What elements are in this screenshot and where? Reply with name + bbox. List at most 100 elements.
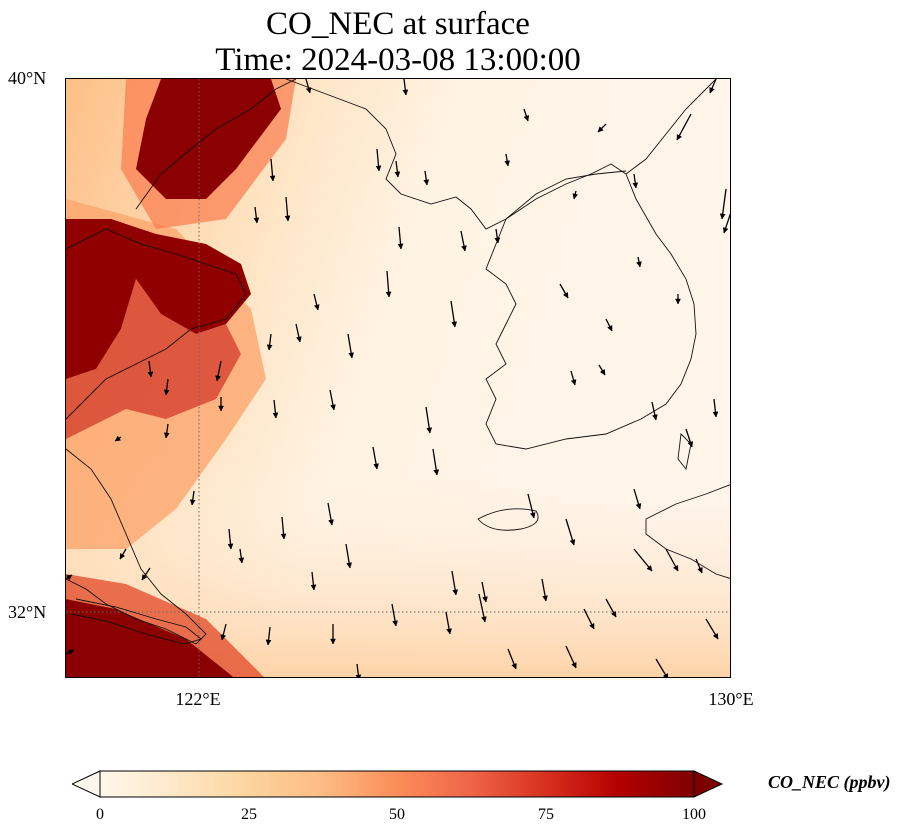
wind-arrow-head (284, 215, 291, 222)
gridlines (66, 79, 730, 677)
wind-arrow-head (511, 663, 517, 670)
wind-arrow-head (373, 463, 379, 470)
wind-arrow-head (461, 245, 467, 252)
wind-arrow-head (452, 589, 459, 596)
coastline-korea-west (485, 173, 697, 450)
lon-label-122: 122°E (175, 689, 221, 709)
border-north-korea (505, 170, 627, 220)
wind-arrow-head (348, 352, 355, 359)
wind-arrow-head (571, 662, 577, 669)
wind-arrow-head (385, 291, 392, 298)
wind-arrow-head (119, 553, 126, 560)
colorbar-gradient (99, 770, 695, 798)
wind-arrow (356, 663, 360, 677)
map-title: CO_NEC at surface (266, 6, 530, 42)
wind-arrow-head (375, 165, 382, 172)
colorbar-tick-25: 25 (241, 806, 257, 823)
wind-arrow-head (589, 623, 595, 630)
wind-arrow-head (607, 325, 613, 332)
wind-arrow-head (218, 405, 224, 412)
coastline-korea-east (625, 79, 717, 175)
wind-arrow-head (712, 411, 719, 418)
wind-arrow-head (269, 175, 276, 182)
coastline-kyushu (645, 484, 730, 579)
wind-arrow-head (402, 89, 409, 96)
wind-arrow-head (542, 595, 548, 602)
wind-arrow-head (569, 539, 576, 546)
wind-arrow-head (313, 304, 320, 311)
wind-arrow-head (346, 562, 353, 569)
wind-arrow-head (504, 160, 511, 167)
wind-arrow-head (570, 379, 577, 386)
coastline-korea-north (285, 79, 627, 230)
coastline-yangtze-estuary (70, 598, 202, 645)
wind-arrow-head (599, 369, 606, 376)
wind-arrow-head (719, 213, 726, 220)
coastline-tsushima (677, 433, 692, 471)
wind-arrow-head (562, 292, 569, 299)
lon-label-130: 130°E (708, 689, 754, 709)
wind-arrow-head (296, 336, 302, 343)
plume-halo-bohai (66, 279, 241, 439)
wind-arrow-head (280, 533, 287, 540)
plume-core-bohai (66, 219, 251, 379)
wind-arrow-head (675, 298, 681, 305)
wind-arrow-head (572, 193, 579, 200)
wind-arrow-head (646, 565, 653, 572)
wind-arrow-head (272, 412, 279, 419)
wind-arrow-head (451, 321, 458, 328)
colorbar-tick-75: 75 (538, 806, 554, 823)
wind-arrow-head (265, 639, 272, 646)
wind-arrow-head (392, 620, 398, 627)
colorbar-extend-max (693, 770, 724, 798)
wind-arrow-head (310, 584, 317, 591)
wind-arrow-head (189, 499, 196, 506)
map-subtitle-time: Time: 2024-03-08 13:00:00 (215, 42, 581, 78)
wind-arrow-head (676, 134, 683, 141)
wind-arrow-head (482, 596, 488, 603)
wind-arrow-head (635, 503, 642, 510)
lat-label-40: 40°N (8, 68, 47, 88)
wind-arrow-head (305, 87, 312, 94)
wind-arrow-head (652, 414, 658, 421)
wind-arrow-head (147, 371, 154, 378)
wind-arrow-head (328, 519, 334, 526)
plume-core-yangtze (66, 599, 234, 677)
colorbar-tick-0: 0 (96, 806, 104, 823)
plume-core-north (136, 79, 281, 199)
coastline-liaodong (135, 79, 297, 210)
wind-arrow-head (446, 628, 452, 635)
wind-arrow-head (66, 574, 73, 581)
colorbar-label: CO_NEC (ppbv) (768, 772, 891, 792)
wind-arrow-head (227, 543, 234, 550)
map-panel (65, 78, 731, 678)
wind-arrow-head (426, 427, 433, 434)
wind-arrow-head (220, 634, 227, 641)
wind-arrow-head (687, 441, 694, 448)
wind-arrow-head (697, 567, 703, 574)
wind-arrow-head (394, 171, 401, 178)
wind-arrow-head (636, 261, 642, 268)
wind-arrow-head (529, 512, 536, 519)
wind-arrow-head (330, 638, 336, 645)
wind-arrow-head (712, 633, 719, 640)
wind-arrow-head (163, 432, 170, 439)
wind-arrow-head (597, 126, 604, 133)
wind-arrow-head (68, 649, 75, 655)
wind-arrow-head (722, 227, 729, 234)
coastline-shandong (66, 228, 247, 420)
coastline-china-east (66, 448, 207, 645)
colorbar (72, 770, 724, 798)
wind-arrow-head (662, 673, 669, 677)
wind-arrow-head (114, 435, 121, 442)
plume-halo-yangtze (66, 574, 264, 677)
coastlines (66, 79, 730, 645)
wind-arrow-head (433, 469, 440, 476)
wind-arrow-head (141, 574, 148, 581)
wind-arrow-head (163, 389, 170, 396)
wind-arrow-head (481, 616, 487, 623)
wind-arrow-head (709, 87, 715, 94)
wind-arrow-head (632, 182, 639, 189)
colorbar-extend-min (72, 770, 101, 798)
colorbar-tick-100: 100 (682, 806, 706, 823)
